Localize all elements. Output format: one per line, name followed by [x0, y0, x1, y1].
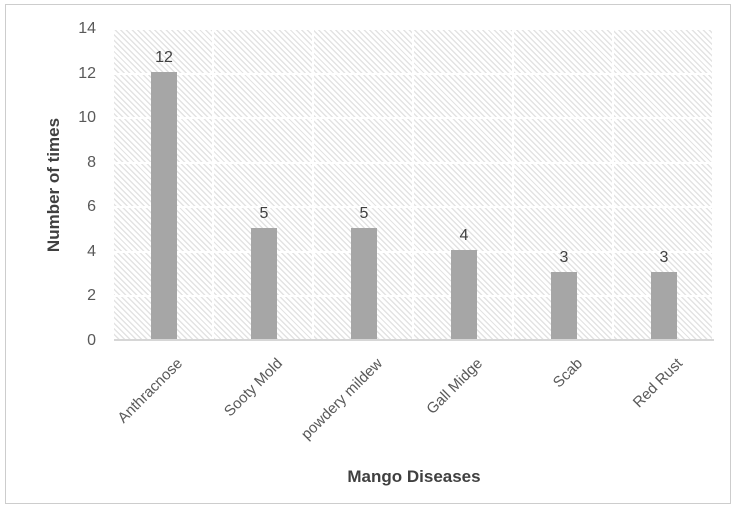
bar	[651, 272, 677, 339]
gridline-horizontal	[114, 72, 714, 75]
bar-value-label: 3	[559, 249, 569, 267]
y-axis-title: Number of times	[44, 117, 63, 253]
gridline-vertical	[612, 29, 614, 339]
bar	[551, 272, 577, 339]
gridline-vertical	[212, 29, 214, 339]
y-tick-label: 10	[78, 109, 96, 127]
bar	[451, 249, 477, 339]
y-tick-label: 12	[78, 64, 96, 82]
bar-value-label: 4	[459, 226, 469, 244]
gridline-horizontal	[114, 250, 714, 253]
bar	[251, 227, 277, 339]
bar	[351, 227, 377, 339]
bar-value-label: 3	[659, 249, 669, 267]
y-tick-label: 6	[87, 198, 96, 216]
y-tick-label: 0	[87, 332, 96, 349]
gridline-vertical	[312, 29, 314, 339]
gridline-vertical	[712, 29, 714, 339]
gridline-vertical	[412, 29, 414, 339]
gridline-horizontal	[114, 206, 714, 209]
y-tick-label: 2	[87, 287, 96, 305]
chart-border-frame: Number of times 0 2 4 6 8 10 12 14 12 5 5 4 3 3 Anth…	[5, 4, 731, 504]
plot-area	[114, 28, 714, 341]
gridline-horizontal	[114, 295, 714, 298]
bar	[151, 71, 177, 339]
bar-value-label: 5	[259, 204, 269, 222]
gridline-horizontal	[114, 161, 714, 164]
gridline-horizontal	[114, 117, 714, 120]
y-tick-label: 8	[87, 153, 96, 171]
x-axis-title: Mango Diseases	[347, 467, 481, 486]
bar-value-label: 5	[359, 204, 369, 222]
bar-value-label: 12	[155, 48, 173, 66]
y-tick-label: 4	[87, 242, 96, 260]
gridline-vertical	[512, 29, 514, 339]
y-tick-label: 14	[78, 20, 96, 37]
gridline-horizontal	[114, 28, 714, 30]
